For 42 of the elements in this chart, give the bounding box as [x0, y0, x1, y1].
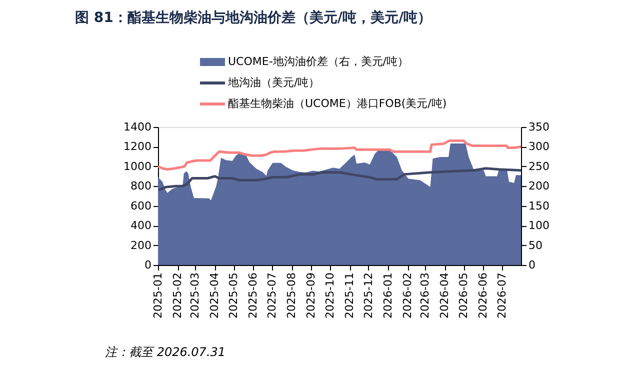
- x-tick-label: 2025-08: [285, 272, 298, 318]
- chart-title: 图 81：酯基生物柴油与地沟油价差（美元/吨，美元/吨）: [75, 9, 432, 26]
- y-tick-label: 0: [144, 258, 152, 272]
- x-tick-label: 2025-09: [304, 272, 318, 318]
- x-tick-label: 2025-03: [188, 272, 202, 318]
- x-tick-label: 2026-02: [401, 272, 414, 318]
- y2-tick-label: 150: [528, 199, 550, 212]
- y2-tick-label: 250: [528, 160, 550, 173]
- x-tick-label: 2025-10: [324, 272, 337, 318]
- y-tick-label: 600: [130, 199, 152, 212]
- x-tick-label: 2026-05: [457, 272, 470, 318]
- x-tick-label: 2025-11: [343, 272, 356, 318]
- x-tick-label: 2026-06: [476, 272, 490, 318]
- y2-tick-label: 50: [528, 238, 542, 252]
- x-tick-label: 2026-01: [382, 272, 395, 318]
- legend-label: UCOME-地沟油价差（右，美元/吨）: [228, 55, 409, 68]
- x-tick-label: 2025-12: [362, 272, 375, 318]
- y-tick-label: 1000: [124, 160, 152, 173]
- y2-tick-label: 200: [528, 180, 550, 193]
- y-tick-label: 200: [130, 238, 152, 252]
- line-series: [158, 167, 521, 192]
- x-tick-label: 2026-03: [418, 272, 432, 318]
- y-tick-label: 1200: [124, 140, 152, 154]
- y2-tick-label: 0: [528, 258, 536, 272]
- x-tick-label: 2025-05: [227, 272, 240, 318]
- x-tick-label: 2025-06: [246, 272, 260, 318]
- y-tick-label: 400: [130, 219, 152, 232]
- x-tick-label: 2025-02: [171, 272, 184, 318]
- x-tick-label: 2026-07: [496, 272, 509, 318]
- text: 注：截至 2026.07.31: [105, 345, 226, 359]
- legend-label: 酯基生物柴油（UCOME）港口FOB(美元/吨): [228, 97, 447, 110]
- line-series: [158, 140, 521, 171]
- y2-tick-label: 350: [528, 120, 550, 134]
- x-tick-label: 2025-01: [152, 272, 164, 318]
- x-tick-label: 2025-04: [208, 272, 222, 318]
- y-tick-label: 1400: [124, 120, 152, 134]
- y-tick-label: 800: [130, 180, 152, 193]
- x-tick-label: 2026-04: [438, 272, 452, 318]
- legend-label: 地沟油（美元/吨）: [227, 76, 320, 89]
- x-tick-label: 2025-07: [266, 272, 279, 318]
- y2-tick-label: 300: [528, 140, 550, 154]
- y2-tick-label: 100: [528, 219, 550, 232]
